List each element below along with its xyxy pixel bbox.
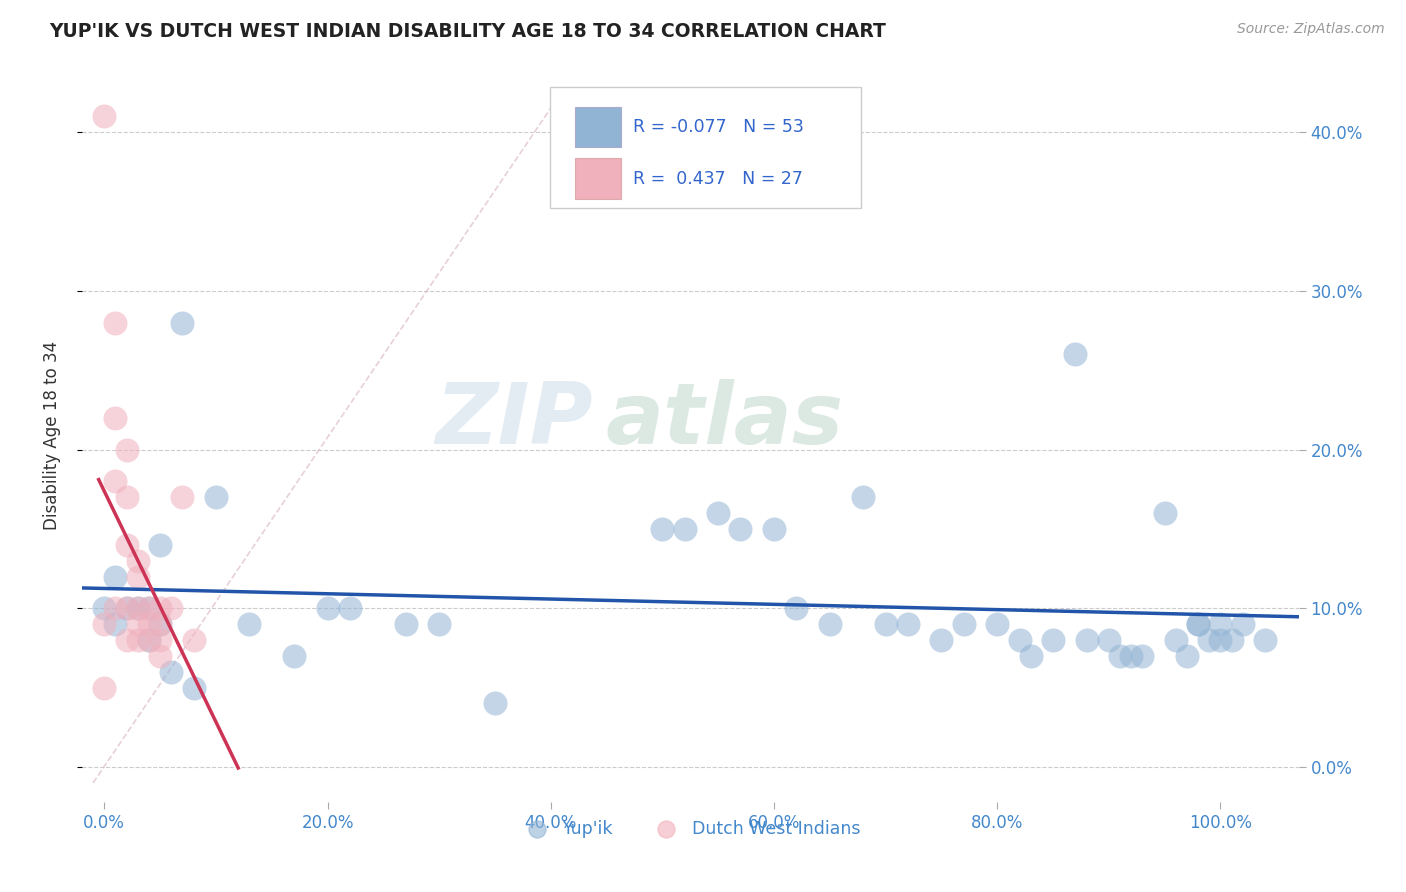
Point (316, 601, 339, 615)
Point (115, 601, 138, 615)
Point (395, 617, 418, 632)
Point (238, 617, 260, 632)
Point (707, 506, 730, 520)
Point (149, 648, 172, 663)
Point (172, 490, 194, 504)
Point (1130, 648, 1153, 663)
Point (818, 617, 841, 632)
Point (1209, 617, 1232, 632)
Point (183, 681, 205, 695)
Point (1220, 632, 1243, 647)
Point (149, 617, 172, 632)
Point (127, 569, 149, 583)
Point (172, 316, 194, 330)
Point (93, 109, 115, 123)
Point (149, 617, 172, 632)
Text: ZIP: ZIP (436, 379, 593, 462)
Point (138, 632, 160, 647)
Point (1098, 632, 1121, 647)
Point (1109, 648, 1132, 663)
Point (93, 681, 115, 695)
Text: atlas: atlas (605, 379, 844, 462)
Point (283, 648, 305, 663)
Point (149, 601, 172, 615)
Point (1198, 632, 1220, 647)
Point (931, 632, 953, 647)
Point (127, 632, 149, 647)
Point (762, 522, 785, 536)
Point (1164, 632, 1187, 647)
Point (160, 665, 183, 679)
Point (339, 601, 361, 615)
Point (160, 601, 183, 615)
Point (104, 601, 127, 615)
Point (115, 538, 138, 552)
Point (1232, 617, 1254, 632)
Point (115, 601, 138, 615)
Point (205, 490, 228, 504)
Point (1153, 506, 1175, 520)
Point (104, 475, 127, 489)
Point (952, 617, 974, 632)
Point (1008, 632, 1031, 647)
Bar (575, 159, 621, 199)
Point (897, 617, 920, 632)
Bar (575, 107, 621, 147)
Point (183, 632, 205, 647)
Point (1187, 617, 1209, 632)
Point (1187, 617, 1209, 632)
Point (138, 632, 160, 647)
Point (104, 410, 127, 425)
Point (730, 522, 752, 536)
Point (1042, 632, 1064, 647)
Text: R =  0.437   N = 27: R = 0.437 N = 27 (633, 169, 803, 187)
Point (104, 316, 127, 330)
Point (1254, 632, 1277, 647)
Point (149, 632, 172, 647)
Point (127, 601, 149, 615)
Point (1064, 347, 1087, 361)
Point (986, 617, 1008, 632)
Point (138, 617, 160, 632)
Point (138, 601, 160, 615)
Point (115, 490, 138, 504)
Point (1076, 632, 1098, 647)
Legend: Yup'ik, Dutch West Indians: Yup'ik, Dutch West Indians (513, 813, 868, 845)
Point (1019, 648, 1042, 663)
Point (138, 601, 160, 615)
Point (115, 442, 138, 457)
Point (93, 617, 115, 632)
Point (651, 522, 673, 536)
Point (484, 697, 506, 711)
Text: R = -0.077   N = 53: R = -0.077 N = 53 (633, 119, 804, 136)
Point (1175, 648, 1198, 663)
Point (852, 490, 875, 504)
Point (93, 601, 115, 615)
Point (149, 538, 172, 552)
Point (1209, 632, 1232, 647)
Text: YUP'IK VS DUTCH WEST INDIAN DISABILITY AGE 18 TO 34 CORRELATION CHART: YUP'IK VS DUTCH WEST INDIAN DISABILITY A… (49, 22, 886, 41)
Y-axis label: Disability Age 18 to 34: Disability Age 18 to 34 (44, 341, 60, 530)
Point (127, 617, 149, 632)
Point (785, 601, 807, 615)
Point (673, 522, 696, 536)
Point (127, 601, 149, 615)
Point (427, 617, 450, 632)
FancyBboxPatch shape (550, 87, 860, 208)
Point (1121, 648, 1143, 663)
Point (104, 617, 127, 632)
Text: Source: ZipAtlas.com: Source: ZipAtlas.com (1237, 22, 1385, 37)
Point (875, 617, 897, 632)
Point (104, 569, 127, 583)
Point (127, 554, 149, 568)
Point (115, 632, 138, 647)
